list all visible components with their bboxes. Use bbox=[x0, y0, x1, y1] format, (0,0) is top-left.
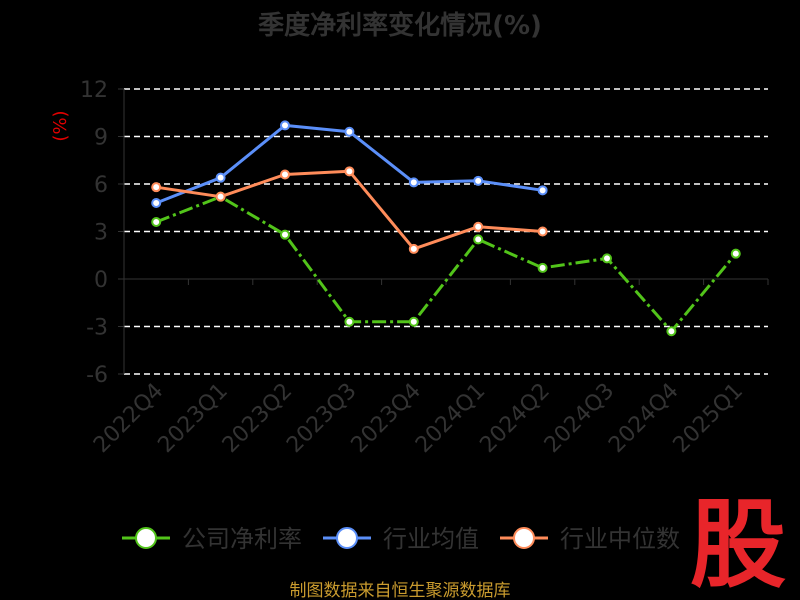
data-point bbox=[730, 248, 741, 259]
data-point bbox=[344, 316, 355, 327]
data-point bbox=[344, 166, 355, 177]
x-tick-label: 2023Q3 bbox=[282, 379, 361, 458]
x-tick-label: 2025Q1 bbox=[669, 379, 748, 458]
series-line-0 bbox=[155, 195, 737, 333]
legend: 公司净利率 行业均值 行业中位数 bbox=[122, 525, 680, 553]
chart-title: 季度净利率变化情况(%) bbox=[258, 10, 542, 41]
x-tick-label: 2023Q1 bbox=[153, 379, 232, 458]
y-unit-label: (%) bbox=[50, 110, 71, 141]
data-point bbox=[537, 185, 548, 196]
legend-label: 公司净利率 bbox=[182, 525, 302, 553]
y-tick-label: 12 bbox=[80, 78, 108, 103]
legend-label: 行业均值 bbox=[383, 525, 479, 553]
y-tick-label: 0 bbox=[94, 268, 108, 293]
y-tick-label: 3 bbox=[94, 221, 108, 246]
x-tick-label: 2024Q2 bbox=[475, 379, 554, 458]
data-point bbox=[473, 234, 484, 245]
x-tick-label: 2022Q4 bbox=[89, 379, 168, 458]
data-point bbox=[408, 243, 419, 254]
data-point bbox=[408, 316, 419, 327]
y-tick-label: -6 bbox=[86, 363, 108, 388]
x-tick-label: 2023Q4 bbox=[347, 379, 426, 458]
data-point bbox=[151, 198, 162, 208]
data-point bbox=[280, 229, 290, 240]
logo-mark: 股 bbox=[690, 489, 786, 600]
grid-lines bbox=[124, 88, 768, 375]
data-point bbox=[215, 172, 226, 183]
data-point bbox=[151, 182, 162, 193]
data-point bbox=[280, 169, 290, 180]
data-point bbox=[280, 120, 290, 131]
data-point bbox=[215, 191, 226, 202]
legend-marker bbox=[135, 527, 157, 549]
data-point bbox=[537, 226, 548, 237]
x-tick-label: 2024Q4 bbox=[604, 379, 683, 458]
data-point bbox=[666, 326, 677, 337]
y-tick-label: 9 bbox=[94, 126, 108, 151]
x-tick-labels: 2022Q42023Q12023Q22023Q32023Q42024Q12024… bbox=[89, 379, 748, 458]
legend-label: 行业中位数 bbox=[560, 525, 680, 553]
legend-marker bbox=[336, 527, 358, 549]
data-point bbox=[408, 177, 419, 188]
y-tick-labels: 12 9 6 3 0 -3 -6 bbox=[80, 78, 108, 388]
legend-marker bbox=[513, 527, 535, 549]
data-point bbox=[473, 175, 484, 186]
source-note: 制图数据来自恒生聚源数据库 bbox=[290, 581, 511, 600]
y-tick-label: -3 bbox=[86, 316, 108, 341]
data-point bbox=[537, 262, 548, 273]
data-point bbox=[473, 221, 484, 232]
data-point bbox=[151, 217, 162, 227]
data-point bbox=[344, 126, 355, 137]
series-lines bbox=[151, 120, 741, 337]
x-tick-label: 2023Q2 bbox=[218, 379, 297, 458]
x-tick-label: 2024Q1 bbox=[411, 379, 490, 458]
data-point bbox=[602, 253, 612, 264]
y-tick-label: 6 bbox=[94, 173, 108, 198]
x-tick-label: 2024Q3 bbox=[540, 379, 619, 458]
